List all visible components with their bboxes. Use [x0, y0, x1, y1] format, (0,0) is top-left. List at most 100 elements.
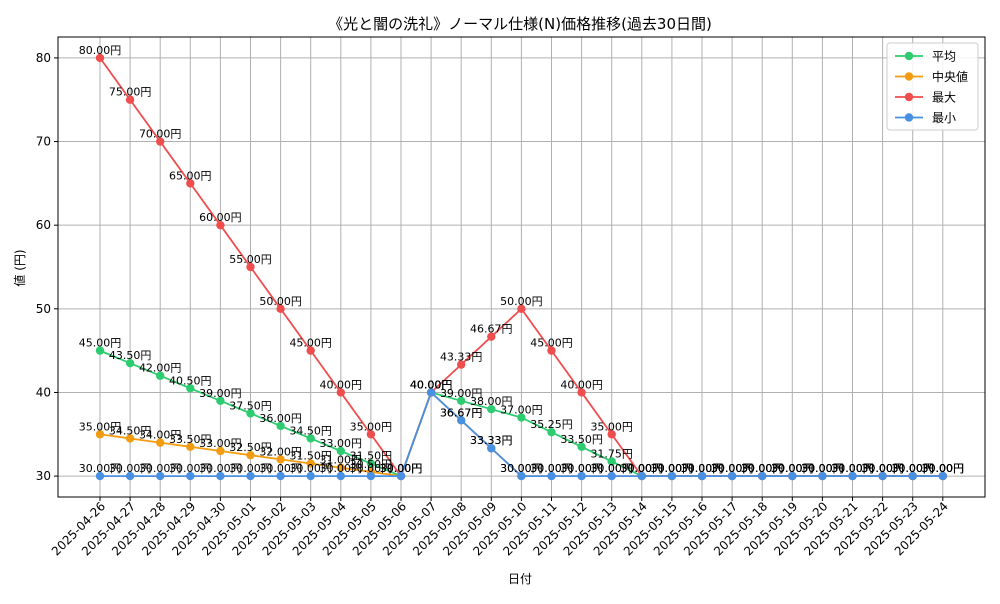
- data-label: 30.00円: [861, 462, 904, 475]
- data-label: 35.00円: [350, 420, 393, 433]
- data-label: 40.00円: [410, 378, 453, 391]
- data-label: 30.00円: [320, 462, 363, 475]
- data-label: 30.00円: [711, 462, 754, 475]
- data-label: 30.00円: [109, 462, 152, 475]
- data-label: 30.00円: [861, 462, 904, 475]
- data-label: 39.00円: [440, 387, 483, 400]
- data-point: [95, 430, 105, 439]
- data-point: [125, 471, 135, 481]
- legend-marker: [904, 113, 914, 122]
- series-layer: [95, 53, 947, 481]
- data-point: [276, 455, 285, 464]
- data-label: 30.00円: [831, 462, 874, 475]
- data-labels: 45.00円43.50円42.00円40.50円39.00円37.50円36.0…: [79, 44, 964, 475]
- data-point: [547, 346, 556, 355]
- data-label: 33.33円: [470, 434, 513, 447]
- data-point: [156, 438, 165, 447]
- data-point: [487, 332, 496, 341]
- legend-label: 中央値: [932, 69, 968, 84]
- data-point: [366, 471, 376, 481]
- data-label: 30.00円: [651, 462, 694, 475]
- data-label: 65.00円: [169, 169, 212, 182]
- data-label: 33.50円: [169, 433, 212, 446]
- legend-box: [886, 42, 979, 131]
- data-label: 30.00円: [199, 462, 242, 475]
- data-label: 30.00円: [380, 462, 423, 475]
- data-label: 30.00円: [651, 462, 694, 475]
- data-label: 35.00円: [79, 420, 122, 433]
- data-point: [336, 471, 345, 481]
- data-point: [276, 421, 285, 431]
- data-label: 34.50円: [109, 424, 152, 437]
- data-label: 40.00円: [410, 378, 453, 391]
- data-point: [487, 404, 496, 414]
- data-point: [306, 346, 315, 355]
- data-point: [667, 471, 677, 481]
- data-label: 33.50円: [560, 433, 603, 446]
- data-point: [246, 471, 255, 481]
- data-label: 30.00円: [139, 462, 182, 475]
- data-label: 30.00円: [711, 462, 754, 475]
- data-label: 33.00円: [320, 437, 363, 450]
- data-label: 43.50円: [109, 349, 152, 362]
- data-label: 75.00円: [109, 86, 152, 99]
- data-point: [457, 360, 466, 369]
- data-label: 35.25円: [530, 418, 573, 431]
- data-point: [125, 95, 135, 104]
- data-label: 60.00円: [199, 211, 242, 224]
- data-label: 30.00円: [741, 462, 784, 475]
- x-axis-label: 日付: [508, 572, 532, 586]
- data-label: 37.50円: [229, 399, 272, 412]
- data-point: [607, 457, 616, 466]
- data-label: 30.00円: [380, 462, 423, 475]
- data-label: 40.00円: [410, 378, 453, 391]
- legend-item-1: 中央値: [895, 69, 968, 84]
- data-label: 30.00円: [621, 462, 664, 475]
- data-label: 30.00円: [922, 462, 965, 475]
- data-label: 30.00円: [741, 462, 784, 475]
- data-label: 43.33円: [440, 351, 483, 364]
- data-label: 32.50円: [229, 441, 272, 454]
- data-label: 42.00円: [139, 362, 182, 375]
- grid-lines: [58, 37, 985, 497]
- data-point: [125, 358, 135, 368]
- data-label: 30.00円: [771, 462, 814, 475]
- y-tick-label: 80: [36, 51, 51, 65]
- data-point: [818, 471, 827, 481]
- data-point: [336, 388, 345, 397]
- data-point: [156, 371, 165, 380]
- data-point: [848, 471, 857, 481]
- y-tick-label: 40: [36, 385, 51, 399]
- data-label: 30.00円: [801, 462, 844, 475]
- data-label: 30.00円: [590, 462, 633, 475]
- data-point: [577, 471, 586, 481]
- data-point: [607, 430, 616, 439]
- data-label: 30.00円: [771, 462, 814, 475]
- data-label: 31.75円: [590, 447, 633, 460]
- data-point: [547, 471, 556, 481]
- data-label: 30.00円: [861, 462, 904, 475]
- data-point: [366, 459, 376, 468]
- data-point: [457, 396, 466, 406]
- data-label: 30.00円: [79, 462, 122, 475]
- legend-item-0: 平均: [895, 50, 956, 64]
- data-point: [216, 471, 225, 481]
- legend-item-3: 最小: [895, 111, 956, 125]
- data-label: 30.00円: [711, 462, 754, 475]
- data-label: 31.50円: [350, 450, 393, 463]
- data-point: [186, 179, 195, 188]
- data-point: [426, 388, 436, 397]
- data-label: 30.00円: [771, 462, 814, 475]
- data-point: [517, 413, 526, 422]
- data-label: 55.00円: [229, 253, 272, 266]
- y-axis-label: 値 (円): [12, 249, 27, 286]
- data-point: [396, 471, 406, 481]
- data-label: 30.00円: [560, 462, 603, 475]
- data-point: [878, 471, 887, 481]
- data-point: [758, 471, 767, 481]
- data-label: 45.00円: [79, 337, 122, 350]
- data-label: 30.00円: [681, 462, 724, 475]
- data-point: [547, 427, 556, 437]
- data-point: [336, 463, 345, 472]
- data-label: 30.00円: [169, 462, 212, 475]
